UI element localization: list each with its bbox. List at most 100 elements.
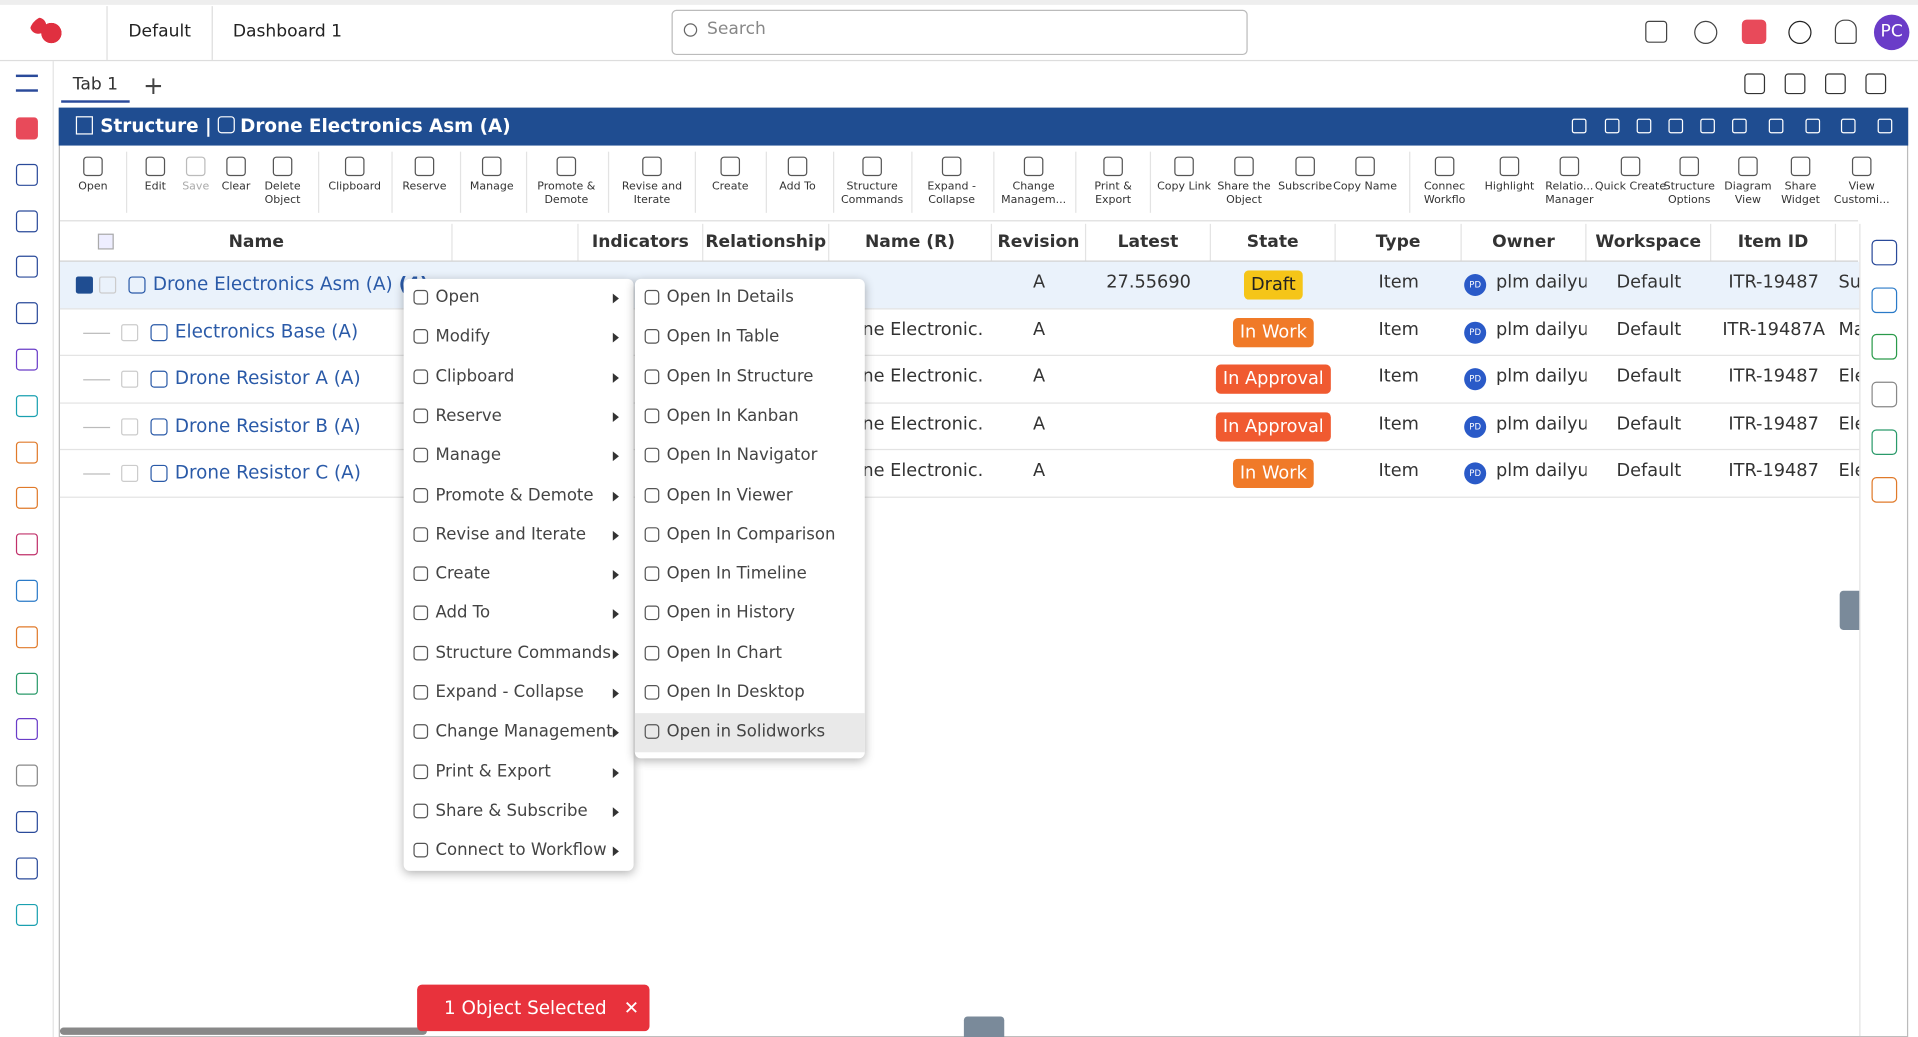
- menu-item[interactable]: Promote & Demote: [404, 476, 634, 515]
- panel-icon[interactable]: [1668, 118, 1684, 134]
- toolbar-button[interactable]: Edit: [119, 156, 192, 195]
- help-icon[interactable]: [1788, 20, 1812, 45]
- submenu-item[interactable]: Open In Desktop: [635, 674, 865, 713]
- header-tab[interactable]: Dashboard 1: [232, 22, 343, 42]
- table-row[interactable]: [59, 356, 1860, 404]
- submenu-item[interactable]: Open In Timeline: [635, 555, 865, 594]
- table-row[interactable]: [59, 261, 1860, 309]
- row-checkbox[interactable]: [121, 323, 139, 341]
- header-tab[interactable]: Default: [108, 6, 213, 60]
- panel-icon[interactable]: [1604, 118, 1620, 134]
- tab-icon[interactable]: [1784, 73, 1806, 95]
- bell-icon[interactable]: [1834, 19, 1857, 45]
- menu-item[interactable]: Revise and Iterate: [404, 516, 634, 555]
- column-header[interactable]: Workspace: [1586, 223, 1712, 261]
- row-checkbox[interactable]: [121, 417, 139, 435]
- expand-bottom[interactable]: [963, 1016, 1005, 1037]
- menu-item[interactable]: Print & Export: [404, 753, 634, 792]
- table-row[interactable]: [59, 403, 1860, 451]
- column-header[interactable]: Revision: [992, 223, 1087, 261]
- panel-icon[interactable]: [1805, 118, 1821, 134]
- sidebar-icon[interactable]: [15, 857, 38, 880]
- add-button[interactable]: [1741, 19, 1767, 45]
- menu-item[interactable]: Create: [404, 555, 634, 594]
- rail-icon[interactable]: [1871, 287, 1898, 313]
- row-name[interactable]: Drone Resistor B (A): [175, 414, 361, 436]
- sidebar-icon[interactable]: [15, 903, 38, 926]
- column-header[interactable]: Item ID: [1711, 223, 1837, 261]
- sidebar-icon[interactable]: [15, 348, 38, 371]
- column-header[interactable]: Indicators: [579, 223, 704, 261]
- toolbar-button[interactable]: Expand - Collapse: [915, 156, 988, 208]
- table-row[interactable]: [59, 450, 1860, 498]
- toolbar-button[interactable]: Clipboard: [318, 156, 391, 195]
- submenu-item[interactable]: Open In Table: [635, 318, 865, 357]
- sidebar-icon[interactable]: [15, 672, 38, 695]
- toolbar-button[interactable]: Save: [159, 156, 232, 195]
- row-name[interactable]: Drone Resistor A (A): [175, 367, 361, 389]
- submenu-item[interactable]: Open In Comparison: [635, 516, 865, 555]
- sidebar-icon[interactable]: [15, 487, 38, 510]
- rail-icon[interactable]: [1871, 381, 1898, 408]
- row-checkbox[interactable]: [99, 276, 117, 294]
- sidebar-icon[interactable]: [15, 256, 38, 279]
- panel-icon[interactable]: [1768, 118, 1784, 134]
- toolbar-button[interactable]: Copy Name: [1328, 156, 1401, 195]
- submenu-item[interactable]: Open In Viewer: [635, 476, 865, 515]
- selection-bar[interactable]: 1 Object Selected ✕: [417, 984, 650, 1032]
- column-header[interactable]: Latest Iteration: [1086, 223, 1211, 289]
- column-header[interactable]: Type: [1336, 223, 1462, 261]
- tab-icon[interactable]: [1825, 73, 1846, 95]
- menu-item[interactable]: Structure Commands: [404, 634, 634, 673]
- toolbar-button[interactable]: Structure Options: [1653, 156, 1726, 208]
- sidebar-icon[interactable]: [15, 163, 38, 186]
- row-checkbox[interactable]: [121, 370, 139, 388]
- rail-icon[interactable]: [1871, 476, 1898, 503]
- panel-icon[interactable]: [1732, 118, 1747, 134]
- panel-icon[interactable]: [1571, 118, 1587, 134]
- sidebar-icon[interactable]: [15, 718, 38, 741]
- header-checkbox[interactable]: [97, 233, 114, 250]
- column-header[interactable]: Name: [61, 223, 453, 261]
- menu-icon[interactable]: [15, 74, 38, 92]
- toolbar-button[interactable]: Print & Export: [1076, 156, 1149, 208]
- toolbar-button[interactable]: Open: [56, 156, 129, 195]
- column-header[interactable]: Relationship ...: [703, 223, 830, 289]
- avatar[interactable]: PC: [1873, 14, 1910, 51]
- toolbar-button[interactable]: Connec Workflo: [1408, 156, 1481, 208]
- menu-item[interactable]: Modify: [404, 318, 634, 357]
- menu-item[interactable]: Open: [404, 279, 634, 318]
- toolbar-button[interactable]: Add To: [761, 156, 834, 195]
- submenu-item[interactable]: Open In Details: [635, 279, 865, 318]
- submenu-item[interactable]: Open In Navigator: [635, 437, 865, 476]
- menu-item[interactable]: Share & Subscribe: [404, 792, 634, 831]
- sidebar-icon[interactable]: [15, 764, 38, 787]
- menu-item[interactable]: Connect to Workflow: [404, 832, 634, 871]
- toolbar-button[interactable]: Subscribe: [1268, 156, 1341, 195]
- toolbar-button[interactable]: Manage: [455, 156, 528, 195]
- toolbar-button[interactable]: Relatio... Manager: [1533, 156, 1606, 208]
- menu-item[interactable]: Expand - Collapse: [404, 674, 634, 713]
- toolbar-button[interactable]: Reserve: [388, 156, 461, 195]
- sidebar-icon[interactable]: [15, 810, 38, 833]
- collapse-handle[interactable]: [1839, 590, 1860, 630]
- menu-item[interactable]: Clipboard: [404, 358, 634, 397]
- column-header[interactable]: Owner: [1462, 223, 1587, 261]
- tab-icon[interactable]: [1744, 73, 1766, 95]
- search-box[interactable]: [671, 9, 1248, 56]
- toolbar-button[interactable]: Structure Commands: [835, 156, 908, 208]
- sidebar-icon[interactable]: [15, 441, 38, 464]
- menu-item[interactable]: Reserve: [404, 397, 634, 436]
- collapse-toggle[interactable]: [75, 276, 93, 294]
- submenu-item[interactable]: Open In Kanban: [635, 397, 865, 436]
- submenu-item[interactable]: Open In Structure: [635, 358, 865, 397]
- header-icon[interactable]: [1645, 20, 1668, 43]
- header-icon[interactable]: [1694, 20, 1718, 45]
- panel-icon[interactable]: [1840, 118, 1856, 134]
- row-name[interactable]: Drone Resistor C (A): [175, 461, 361, 483]
- toolbar-button[interactable]: Revise and Iterate: [615, 156, 688, 208]
- rail-icon[interactable]: [1871, 334, 1898, 361]
- submenu-item[interactable]: Open in Solidworks: [634, 713, 865, 753]
- close-icon[interactable]: ✕: [623, 996, 640, 1019]
- menu-item[interactable]: Change Management: [404, 713, 634, 752]
